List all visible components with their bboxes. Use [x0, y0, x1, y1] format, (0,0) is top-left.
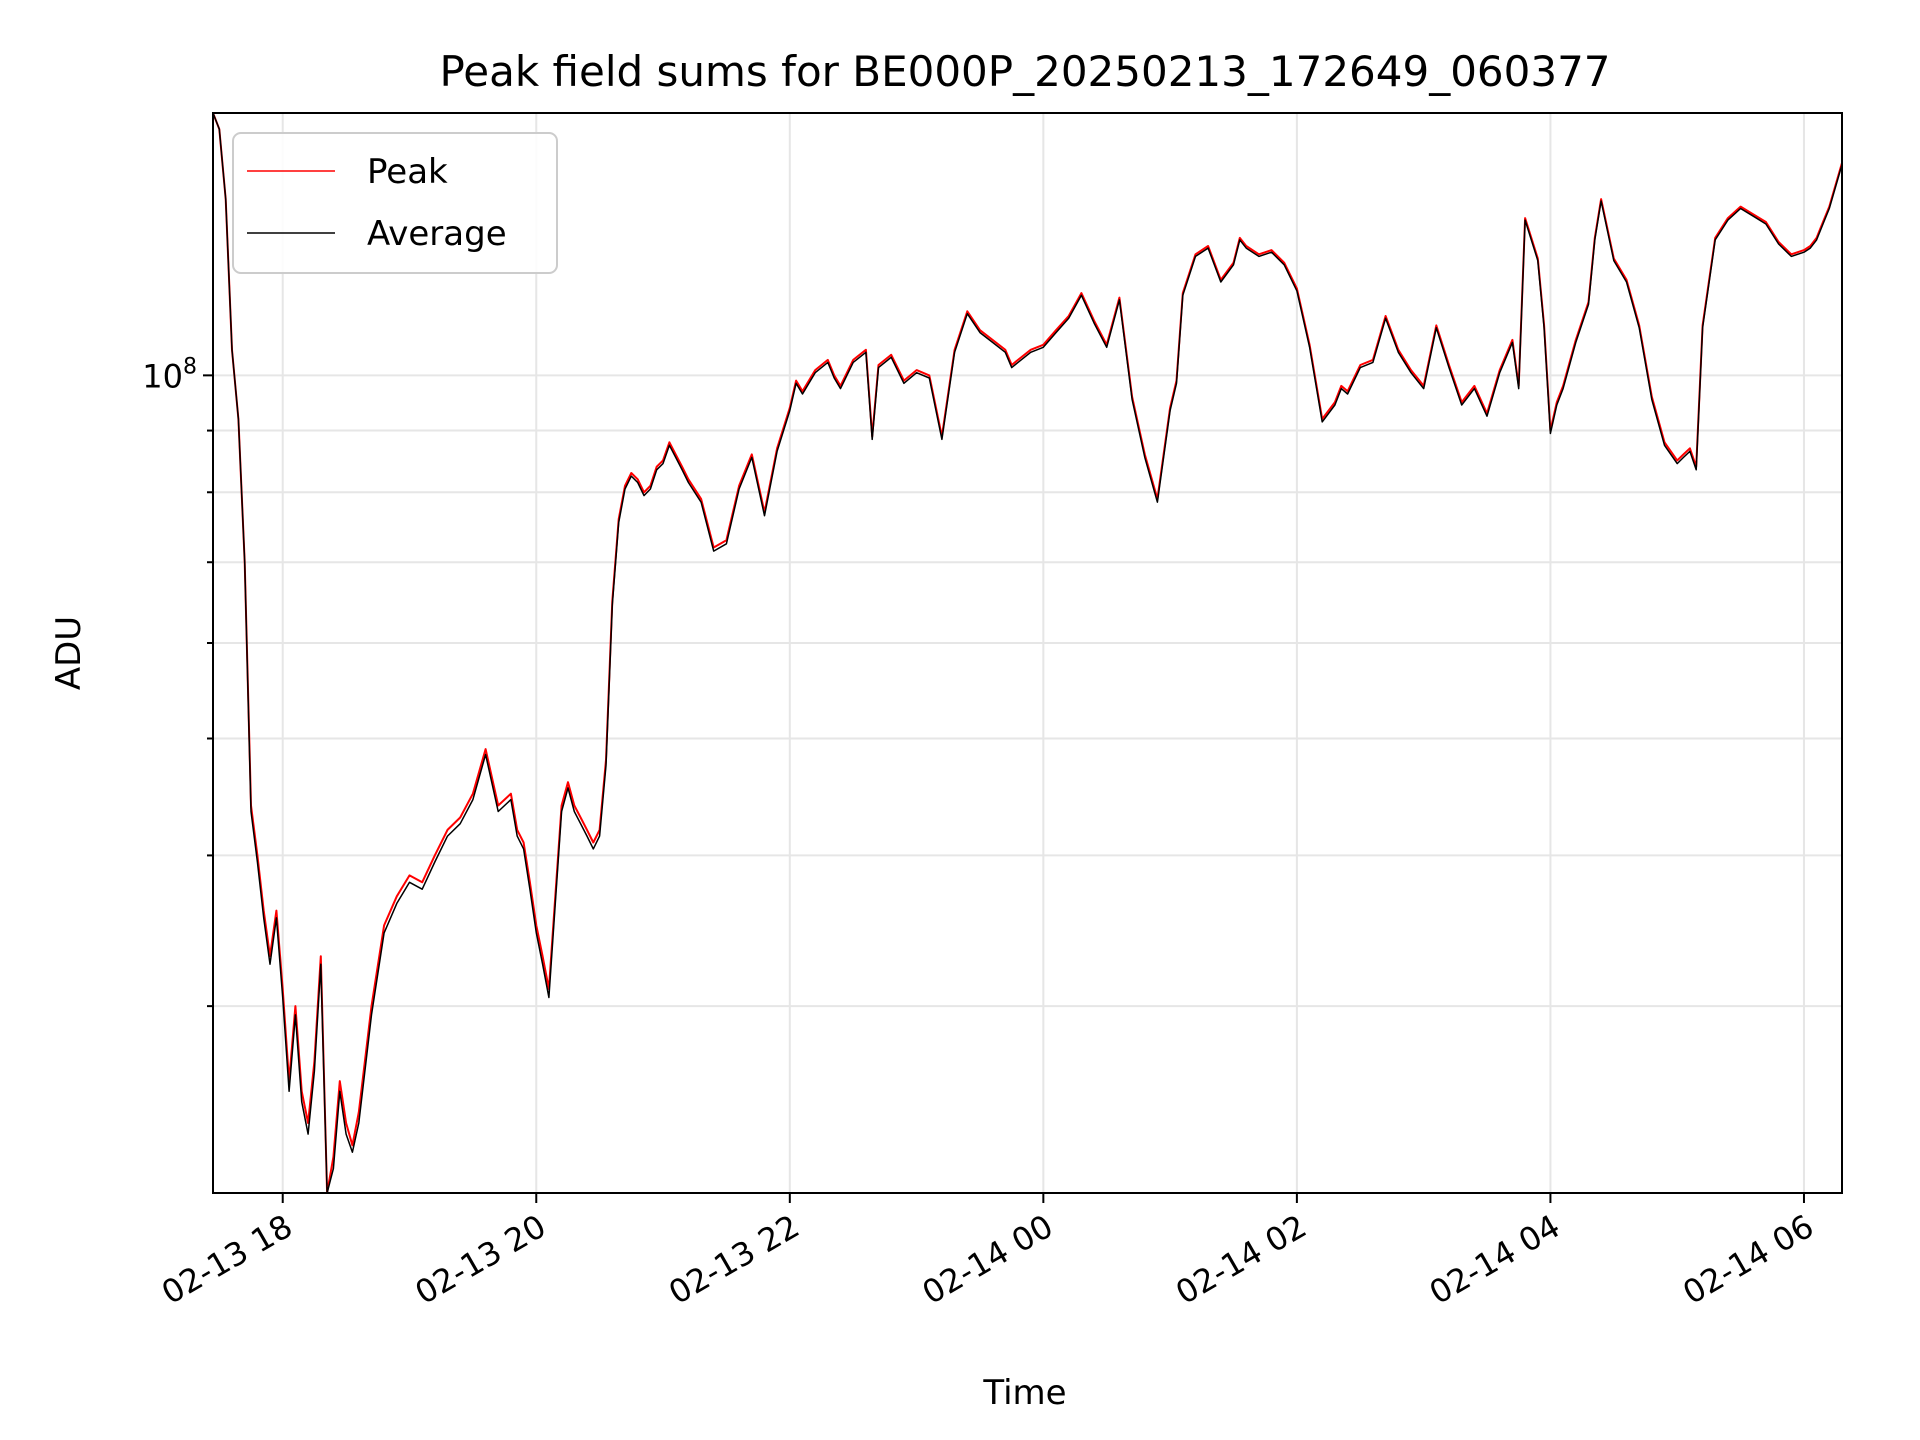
legend-box: [232, 132, 558, 274]
legend-label-average: Average: [367, 214, 507, 254]
legend: Peak Average: [232, 132, 558, 274]
plot-frame: [212, 112, 1843, 1194]
y-axis-title: ADU: [49, 616, 89, 690]
series-lines: [212, 112, 1843, 1194]
legend-label-peak: Peak: [367, 152, 448, 192]
series-line-average: [212, 112, 1843, 1194]
grid: [213, 113, 1842, 1193]
chart-title: Peak field sums for BE000P_20250213_1726…: [439, 47, 1610, 96]
x-axis-title: Time: [982, 1373, 1066, 1413]
y-tick-label: 108: [142, 354, 197, 395]
y-axis-ticks: 108: [142, 354, 213, 1008]
